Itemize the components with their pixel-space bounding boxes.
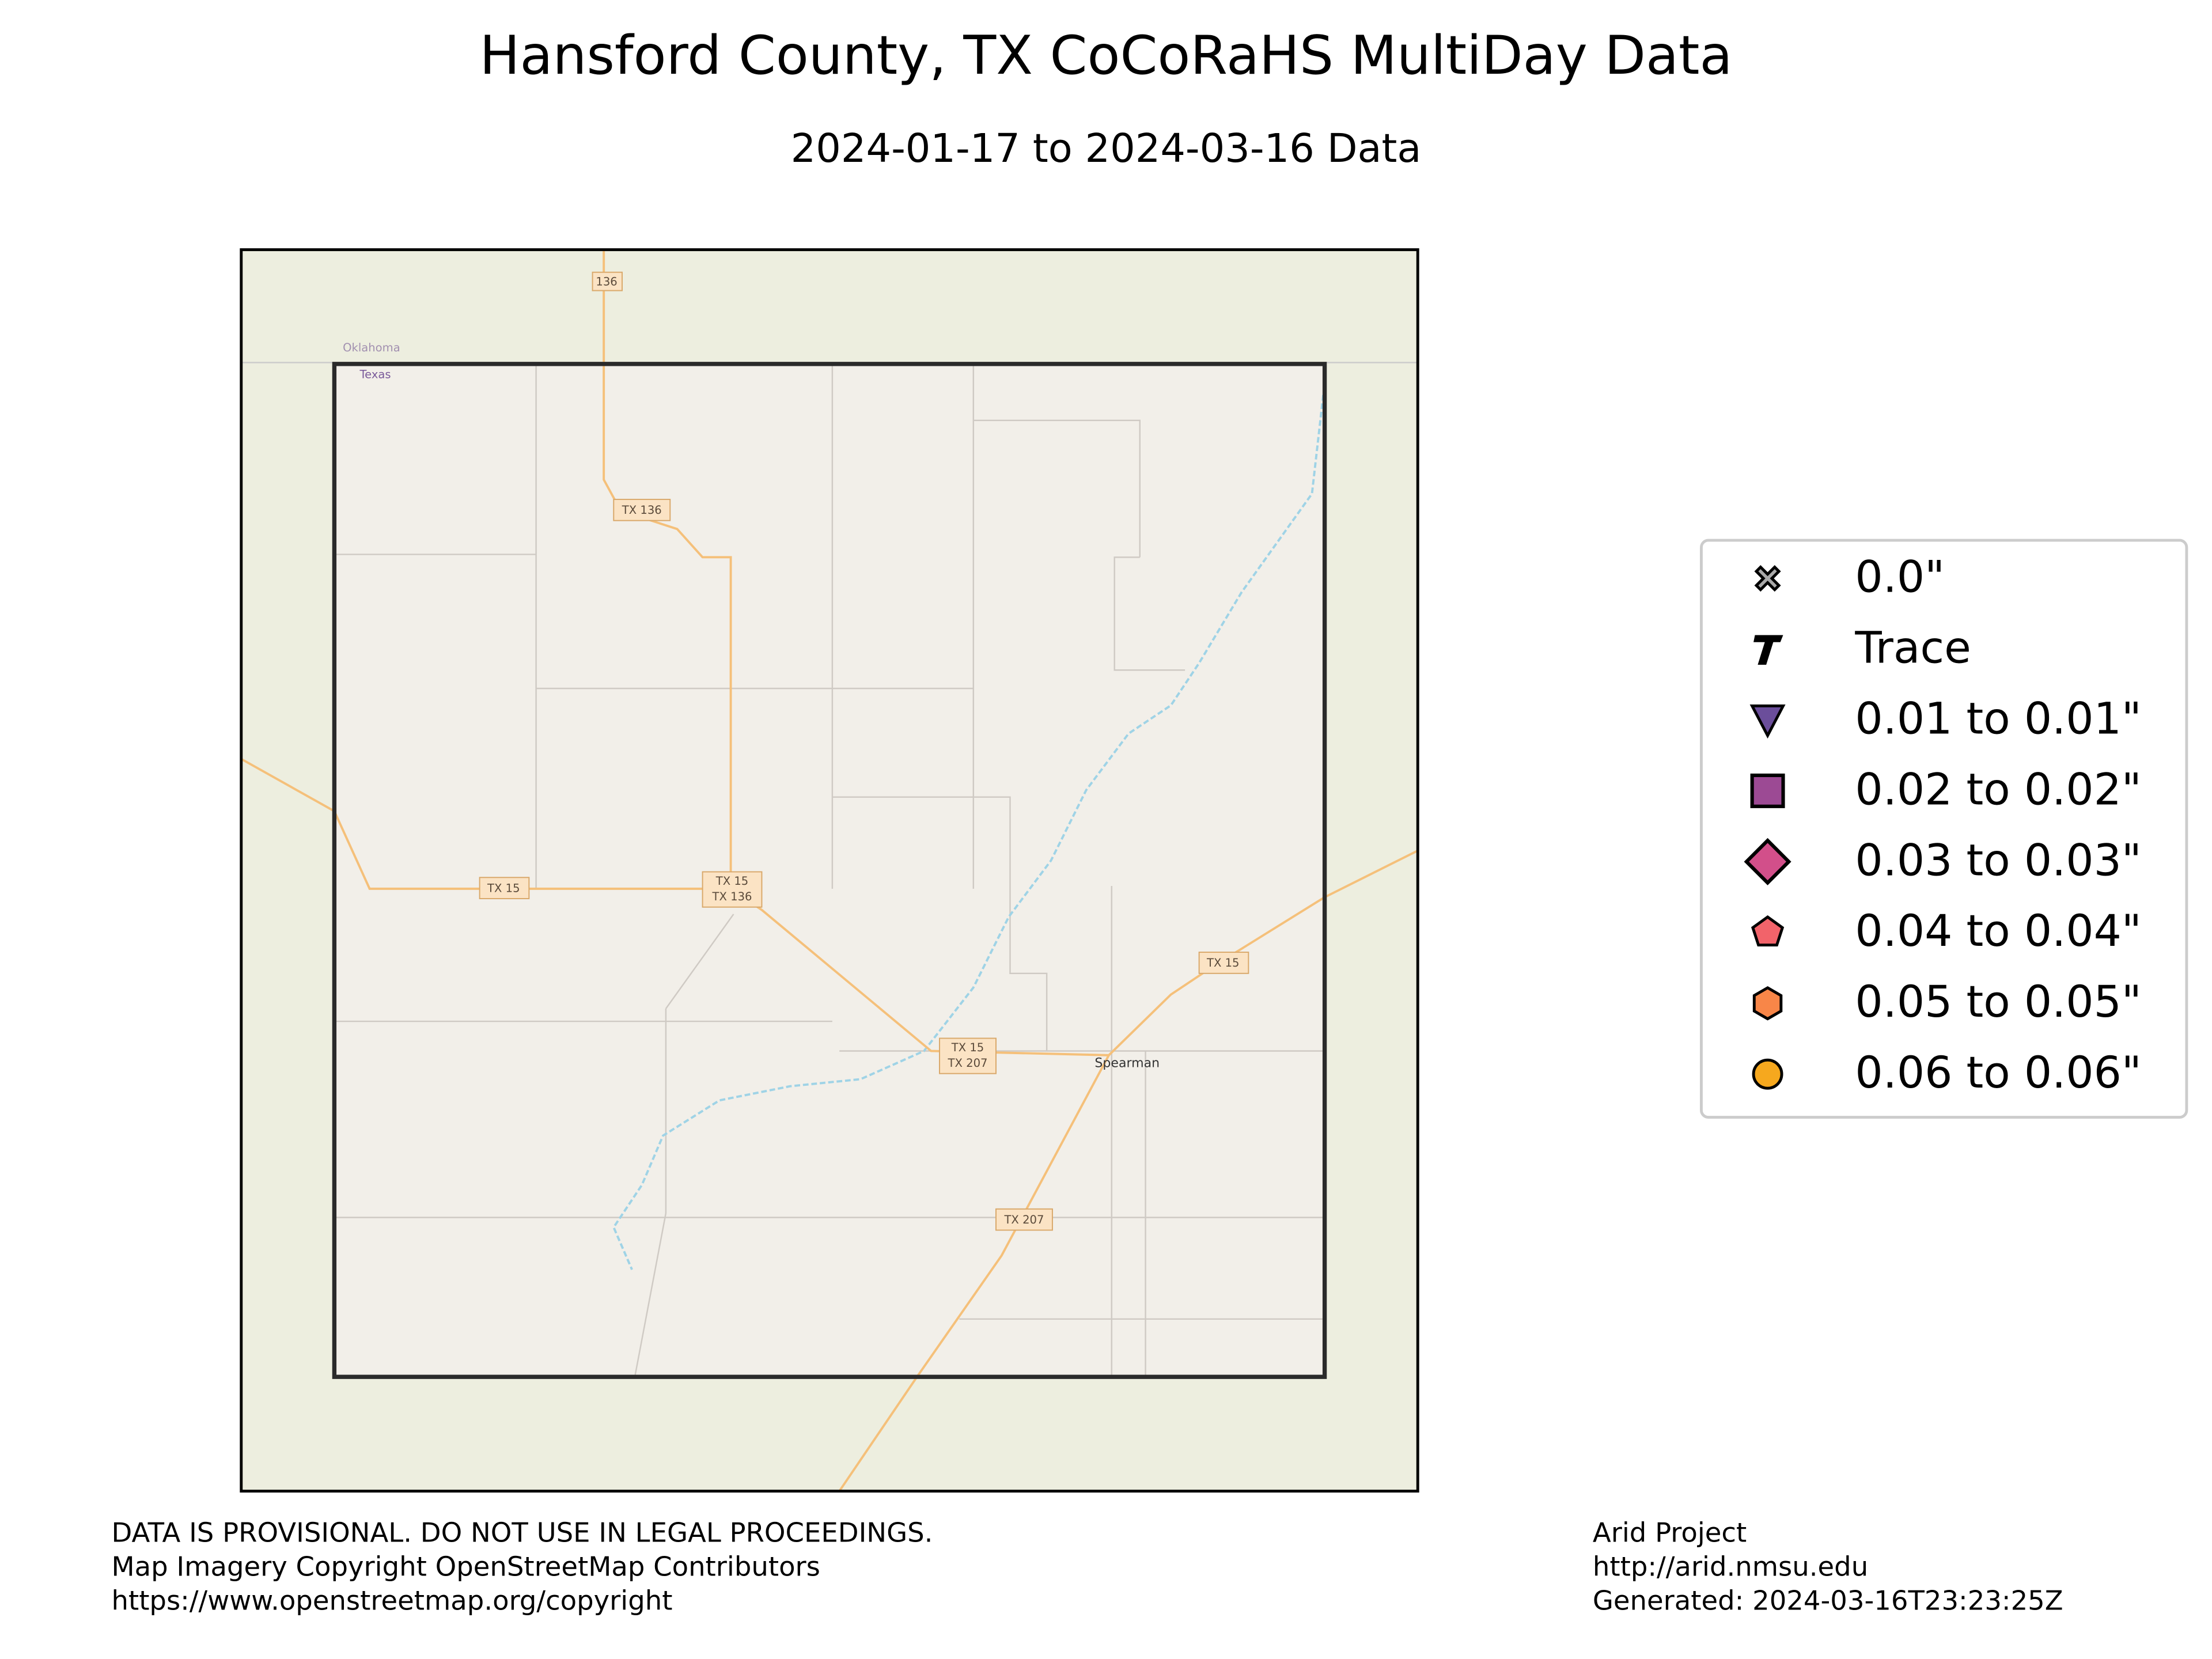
- legend-marker: [1754, 565, 1781, 592]
- footer-text: http://arid.nmsu.edu: [1593, 1551, 1868, 1582]
- map-label: Texas: [359, 368, 391, 381]
- legend: 0.0" Trace 0.01 to 0.01" 0.02 to 0.02" 0.03 …: [1700, 539, 2188, 1119]
- map-label: Oklahoma: [343, 341, 400, 354]
- footer-text: DATA IS PROVISIONAL. DO NOT USE IN LEGAL…: [111, 1517, 933, 1548]
- legend-label: Trace: [1854, 622, 1971, 673]
- map-label: Spearman: [1094, 1056, 1160, 1071]
- map-label: TX 15: [487, 881, 520, 895]
- map-label: TX 136: [622, 503, 662, 517]
- map-label: TX 207: [948, 1056, 988, 1070]
- legend-label: 0.04 to 0.04": [1855, 906, 2141, 956]
- legend-label: 0.03 to 0.03": [1855, 835, 2141, 885]
- footer-right: Arid Project http://arid.nmsu.edu Genera…: [1593, 1517, 2063, 1616]
- map-label: TX 136: [712, 890, 752, 903]
- legend-marker: [1744, 838, 1791, 885]
- footer-text: Arid Project: [1593, 1517, 1747, 1548]
- footer-text: https://www.openstreetmap.org/copyright: [111, 1585, 672, 1616]
- footer-text: Map Imagery Copyright OpenStreetMap Cont…: [111, 1551, 820, 1582]
- map-label: TX 15: [715, 874, 749, 888]
- legend-marker: [1752, 986, 1783, 1021]
- legend-label: 0.05 to 0.05": [1855, 976, 2141, 1027]
- legend-marker: [1750, 773, 1785, 808]
- legend-label: 0.0": [1855, 552, 1945, 603]
- title: Hansford County, TX CoCoRaHS MultiDay Da…: [479, 24, 1732, 86]
- map: 136 Oklahoma Texas TX 136 TX 15 TX 15 TX…: [240, 248, 1419, 1493]
- map-label: TX 207: [1003, 1213, 1044, 1226]
- rivers: [612, 395, 1325, 1270]
- legend-label: 0.02 to 0.02": [1855, 764, 2141, 815]
- subtitle: 2024-01-17 to 2024-03-16 Data: [791, 126, 1422, 172]
- legend-label: 0.01 to 0.01": [1855, 693, 2141, 744]
- minor-roads: [334, 363, 1327, 1377]
- map-label: TX 15: [951, 1041, 984, 1054]
- map-label: TX 15: [1206, 956, 1240, 969]
- legend-marker: [1753, 635, 1783, 665]
- legend-label: 0.06 to 0.06": [1855, 1047, 2141, 1098]
- footer-left: DATA IS PROVISIONAL. DO NOT USE IN LEGAL…: [111, 1517, 933, 1616]
- footer-text: Generated: 2024-03-16T23:23:25Z: [1593, 1585, 2063, 1616]
- legend-marker: [1751, 915, 1785, 947]
- highways: [240, 249, 1419, 1492]
- map-label: 136: [596, 275, 617, 288]
- legend-marker: [1752, 1058, 1783, 1090]
- legend-marker: [1749, 704, 1786, 739]
